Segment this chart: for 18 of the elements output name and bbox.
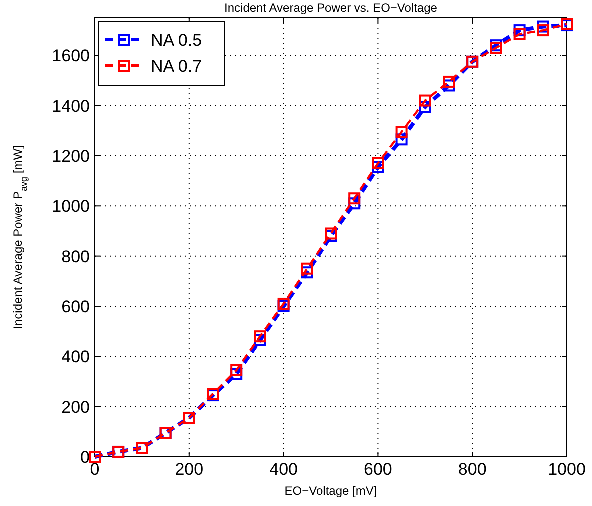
- y-tick-label: 1000: [52, 197, 90, 216]
- y-tick-label: 1400: [52, 96, 90, 116]
- y-tick-label: 600: [62, 297, 90, 316]
- legend-label: NA 0.7: [151, 57, 202, 76]
- y-tick-label: 400: [62, 348, 90, 367]
- chart-title: Incident Average Power vs. EO−Voltage: [224, 1, 438, 15]
- legend-label: NA 0.5: [151, 31, 202, 50]
- x-tick-label: 800: [458, 460, 487, 479]
- y-tick-label: 200: [62, 398, 90, 417]
- y-tick-label: 1600: [52, 46, 90, 66]
- y-tick-label: 1200: [52, 146, 90, 166]
- x-tick-label: 400: [270, 460, 298, 479]
- x-tick-label: 600: [364, 460, 392, 479]
- x-axis-title: EO−Voltage [mV]: [284, 484, 378, 498]
- y-tick-label: 800: [62, 247, 90, 266]
- y-tick-label: 0: [80, 448, 90, 467]
- x-tick-label: 200: [175, 460, 204, 479]
- x-tick-label: 1000: [548, 460, 586, 479]
